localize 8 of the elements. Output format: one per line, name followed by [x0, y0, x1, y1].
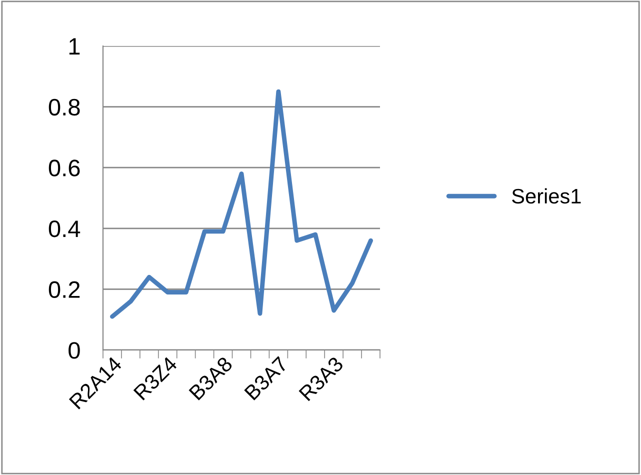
y-tick-label: 0.2	[48, 281, 80, 298]
y-tick-label: 0	[68, 342, 80, 359]
y-tick-label: 0.8	[48, 98, 80, 116]
line-series	[110, 89, 373, 319]
y-tick-label: 0.6	[48, 160, 80, 176]
y-tick-label: 0.4	[48, 220, 80, 238]
y-tick-label: 1	[69, 38, 80, 55]
legend-label: Series1	[512, 188, 581, 204]
